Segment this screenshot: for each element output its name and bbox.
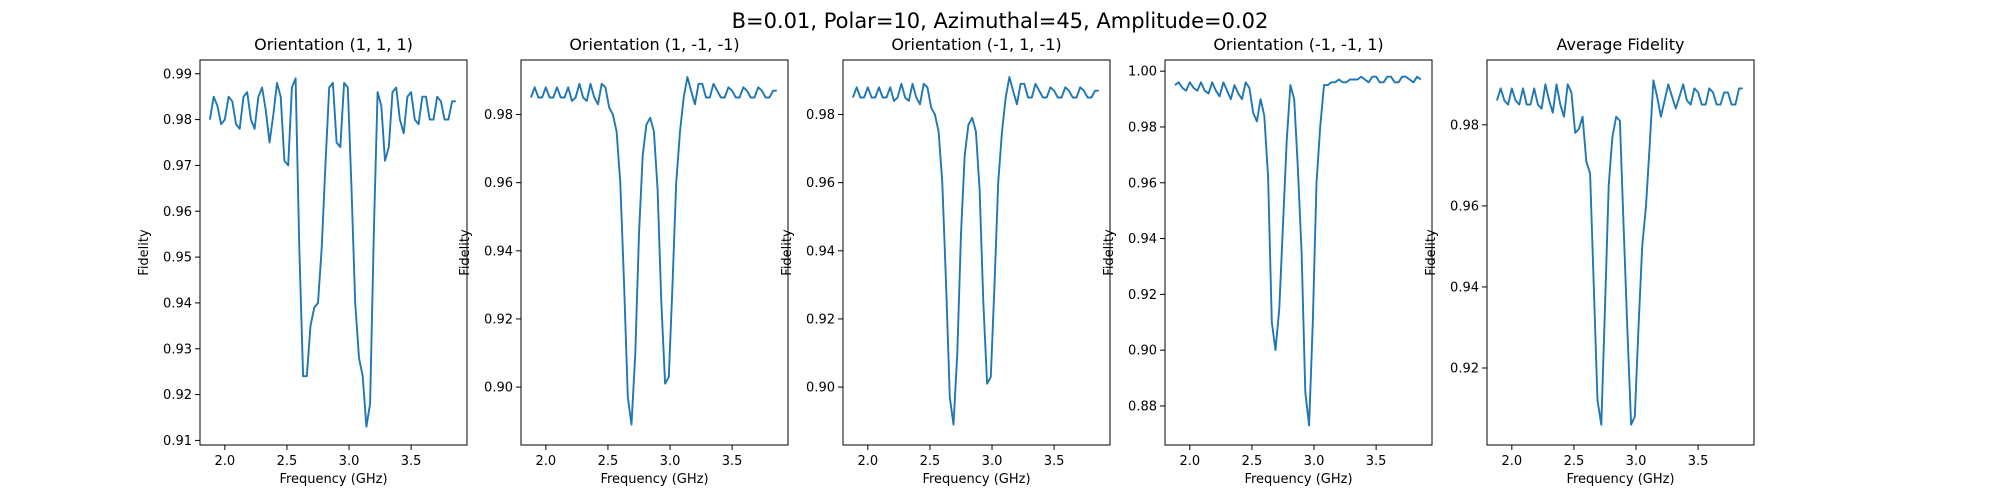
fidelity-series-line xyxy=(1495,79,1743,426)
fidelity-series-line xyxy=(530,76,777,426)
axes-frame xyxy=(520,59,789,446)
figure-suptitle: B=0.01, Polar=10, Azimuthal=45, Amplitud… xyxy=(732,9,1269,33)
y-tick-label: 0.96 xyxy=(1450,199,1479,214)
y-tick-label: 0.96 xyxy=(163,205,192,220)
y-tick-label: 0.94 xyxy=(1128,232,1157,247)
y-tick-label: 0.95 xyxy=(163,251,192,266)
axes-frame xyxy=(1486,59,1755,446)
y-axis-label: Fidelity xyxy=(1102,229,1117,276)
y-tick-label: 0.90 xyxy=(484,381,513,396)
x-tick-label: 2.0 xyxy=(857,454,878,469)
y-tick-label: 0.92 xyxy=(163,388,192,403)
fidelity-series-line xyxy=(208,77,456,428)
y-axis-label: Fidelity xyxy=(458,229,473,276)
y-tick-label: 0.94 xyxy=(806,244,835,259)
y-tick-label: 0.92 xyxy=(1128,288,1157,303)
y-tick-label: 0.94 xyxy=(484,244,513,259)
y-tick-label: 0.94 xyxy=(163,296,192,311)
x-tick-label: 3.0 xyxy=(1626,454,1647,469)
y-tick-label: 0.90 xyxy=(806,381,835,396)
x-tick-label: 3.5 xyxy=(1366,454,1387,469)
x-tick-label: 2.5 xyxy=(920,454,941,469)
y-tick-label: 0.98 xyxy=(1128,120,1157,135)
panel-title: Orientation (1, 1, 1) xyxy=(254,35,413,54)
x-tick-label: 3.5 xyxy=(1688,454,1709,469)
y-tick-label: 0.93 xyxy=(163,342,192,357)
panels: Orientation (1, 1, 1) 2.0 2.5 3.0 3.5 0.91 0.9… xyxy=(137,35,1755,487)
x-tick-label: 3.0 xyxy=(982,454,1003,469)
x-tick-label: 2.5 xyxy=(1564,454,1585,469)
y-tick-label: 0.96 xyxy=(806,176,835,191)
axes-frame xyxy=(842,59,1111,446)
y-tick-label: 1.00 xyxy=(1128,65,1157,80)
y-axis-label: Fidelity xyxy=(137,229,152,276)
axes-frame xyxy=(199,59,468,446)
fidelity-series-line xyxy=(1174,75,1422,427)
chart-panel-3: Orientation (-1, 1, -1) 2.0 2.5 3.0 3.5 0.90 0… xyxy=(780,35,1111,487)
y-axis-label: Fidelity xyxy=(780,229,795,276)
x-tick-label: 3.0 xyxy=(660,454,681,469)
chart-panel-5: Average Fidelity 2.0 2.5 3.0 3.5 0.92 0.94 0.96… xyxy=(1424,35,1755,487)
panel-title: Orientation (1, -1, -1) xyxy=(569,35,739,54)
axes-frame xyxy=(1164,59,1433,446)
x-axis-label: Frequency (GHz) xyxy=(922,472,1030,487)
x-tick-label: 2.0 xyxy=(1501,454,1522,469)
y-tick-label: 0.99 xyxy=(163,67,192,82)
panel-title: Orientation (-1, -1, 1) xyxy=(1213,35,1383,54)
y-tick-label: 0.96 xyxy=(1128,176,1157,191)
x-tick-label: 2.5 xyxy=(1242,454,1263,469)
chart-panel-4: Orientation (-1, -1, 1) 2.0 2.5 3.0 3.5 0.88 0… xyxy=(1102,35,1433,487)
y-tick-label: 0.92 xyxy=(484,312,513,327)
fidelity-series-line xyxy=(852,76,1099,426)
x-tick-label: 3.5 xyxy=(722,454,743,469)
y-tick-label: 0.91 xyxy=(163,434,192,449)
y-tick-label: 0.92 xyxy=(806,312,835,327)
y-tick-label: 0.96 xyxy=(484,176,513,191)
x-tick-label: 3.0 xyxy=(339,454,360,469)
panel-title: Orientation (-1, 1, -1) xyxy=(891,35,1061,54)
chart-panel-2: Orientation (1, -1, -1) 2.0 2.5 3.0 3.5 0.90 0… xyxy=(458,35,789,487)
y-tick-label: 0.88 xyxy=(1128,399,1157,414)
y-tick-label: 0.98 xyxy=(1450,118,1479,133)
y-tick-label: 0.98 xyxy=(484,108,513,123)
y-tick-label: 0.98 xyxy=(163,113,192,128)
x-tick-label: 2.0 xyxy=(535,454,556,469)
x-tick-label: 2.0 xyxy=(214,454,235,469)
y-axis-label: Fidelity xyxy=(1424,229,1439,276)
y-tick-label: 0.90 xyxy=(1128,344,1157,359)
x-axis-label: Frequency (GHz) xyxy=(600,472,708,487)
y-tick-label: 0.98 xyxy=(806,108,835,123)
x-axis-label: Frequency (GHz) xyxy=(279,472,387,487)
x-tick-label: 3.0 xyxy=(1304,454,1325,469)
y-tick-label: 0.92 xyxy=(1450,362,1479,377)
y-tick-label: 0.97 xyxy=(163,159,192,174)
x-tick-label: 2.5 xyxy=(277,454,298,469)
x-tick-label: 3.5 xyxy=(401,454,422,469)
panel-title: Average Fidelity xyxy=(1557,35,1685,54)
x-tick-label: 2.5 xyxy=(598,454,619,469)
chart-panel-1: Orientation (1, 1, 1) 2.0 2.5 3.0 3.5 0.91 0.9… xyxy=(137,35,468,487)
x-tick-label: 3.5 xyxy=(1044,454,1065,469)
y-tick-label: 0.94 xyxy=(1450,280,1479,295)
x-axis-label: Frequency (GHz) xyxy=(1566,472,1674,487)
x-axis-label: Frequency (GHz) xyxy=(1244,472,1352,487)
x-tick-label: 2.0 xyxy=(1179,454,1200,469)
